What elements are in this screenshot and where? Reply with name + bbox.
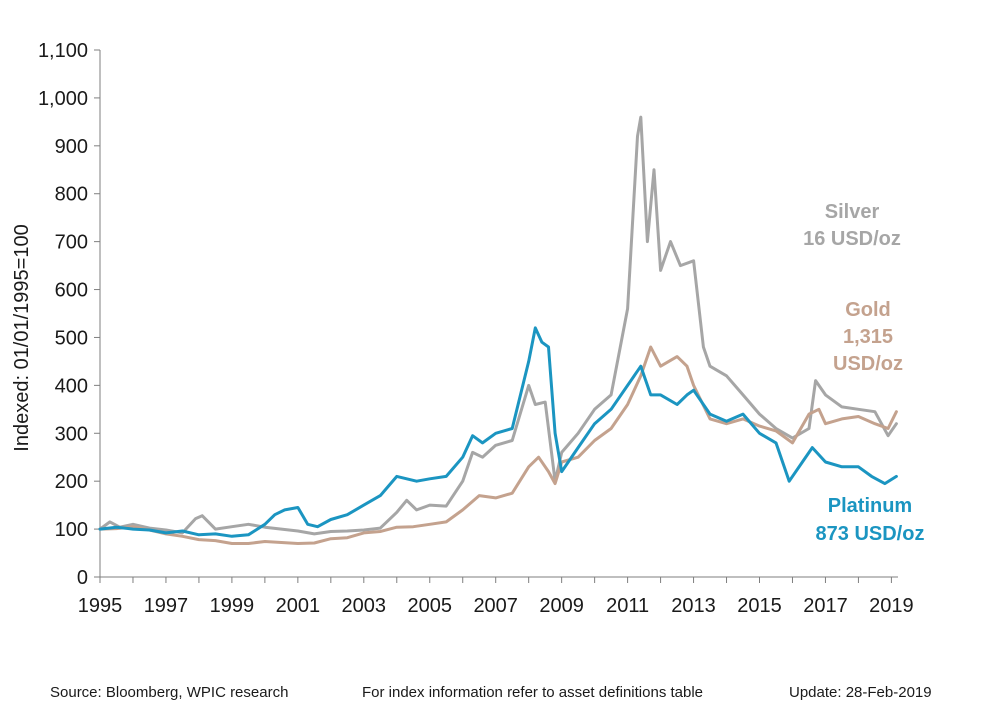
y-tick-label: 400: [55, 375, 88, 397]
footer-source: Source: Bloomberg, WPIC research: [50, 684, 289, 701]
gold-label-unit: USD/oz: [833, 353, 903, 375]
y-tick-label: 500: [55, 327, 88, 349]
y-tick-label: 100: [55, 519, 88, 541]
y-tick-label: 1,000: [38, 88, 88, 110]
silver-label-price: 16 USD/oz: [803, 228, 901, 250]
series-lines: [98, 115, 898, 545]
x-tick-label: 2013: [671, 595, 716, 617]
x-axis: 1995 1997 1999 2001 2003 2005 2007 2009 2011 2013…: [78, 576, 914, 617]
y-tick-label: 200: [55, 471, 88, 493]
footer-update: Update: 28-Feb-2019: [789, 684, 932, 701]
y-tick-label: 900: [55, 136, 88, 158]
y-tick-label: 600: [55, 280, 88, 302]
x-tick-label: 2011: [606, 595, 649, 617]
x-tick-label: 2009: [539, 595, 584, 617]
footer-note: For index information refer to asset def…: [362, 684, 704, 701]
y-tick-label: 300: [55, 423, 88, 445]
gold-label-name: Gold: [845, 299, 891, 321]
y-axis: 0 100 200 300 400 500 600 700 800 900 1,000 1,100: [38, 40, 101, 589]
gold-line: [98, 345, 898, 545]
x-tick-label: 2003: [342, 595, 387, 617]
platinum-label-price: 873 USD/oz: [816, 523, 925, 545]
x-tick-label: 2015: [737, 595, 782, 617]
y-tick-label: 0: [77, 567, 88, 589]
platinum-line: [98, 326, 898, 538]
x-tick-label: 2007: [473, 595, 518, 617]
x-tick-label: 1995: [78, 595, 123, 617]
platinum-label: Platinum 873 USD/oz: [816, 495, 925, 545]
x-tick-label: 2001: [276, 595, 321, 617]
y-tick-label: 800: [55, 184, 88, 206]
gold-label: Gold 1,315 USD/oz: [833, 299, 903, 375]
x-tick-label: 2005: [408, 595, 453, 617]
x-tick-label: 1997: [144, 595, 189, 617]
y-tick-label: 700: [55, 232, 88, 254]
price-index-chart: 0 100 200 300 400 500 600 700 800 900 1,000 1,100 1…: [11, 40, 925, 617]
gold-label-price: 1,315: [843, 326, 893, 348]
y-tick-label: 1,100: [38, 40, 88, 62]
x-tick-label: 2019: [869, 595, 914, 617]
silver-label-name: Silver: [825, 201, 880, 223]
platinum-label-name: Platinum: [828, 495, 912, 517]
silver-label: Silver 16 USD/oz: [803, 201, 901, 250]
x-tick-label: 1999: [210, 595, 255, 617]
silver-line: [98, 115, 898, 536]
y-axis-label: Indexed: 01/01/1995=100: [11, 224, 33, 451]
x-tick-label: 2017: [803, 595, 848, 617]
